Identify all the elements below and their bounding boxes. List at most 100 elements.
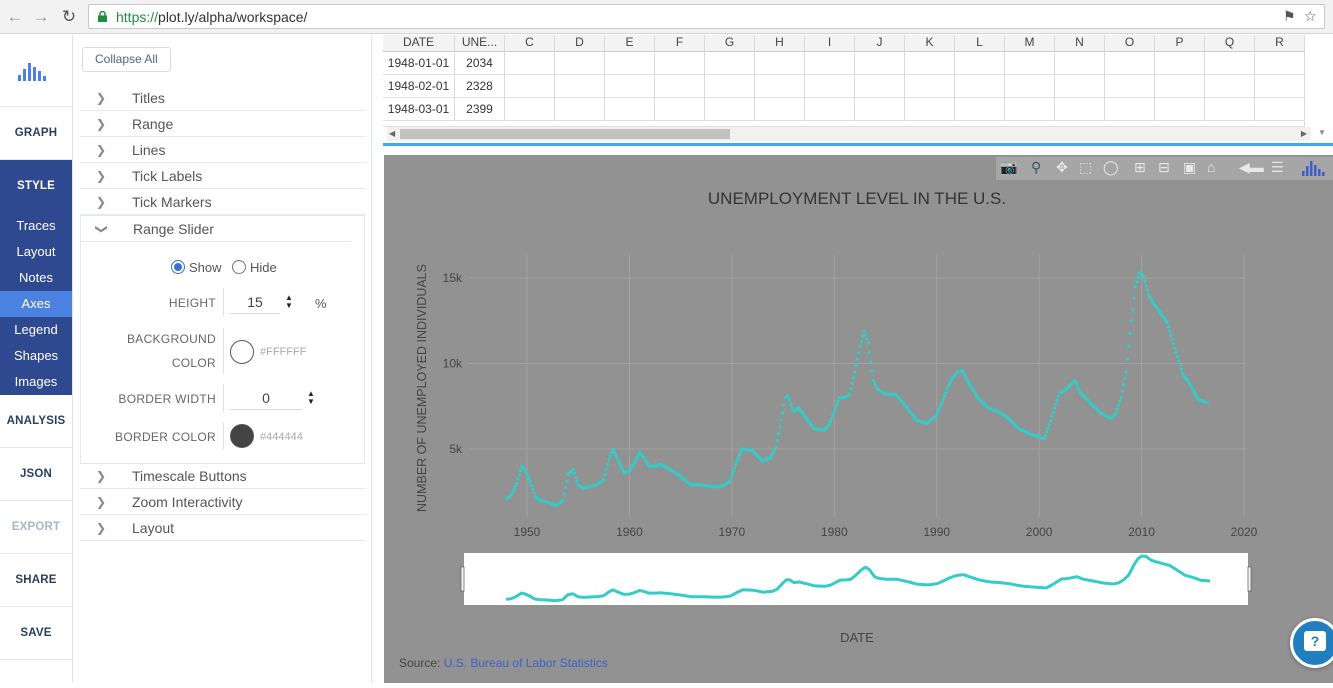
zoom-in-icon[interactable]: ⊞ — [1134, 159, 1146, 175]
spike-lines-icon[interactable]: ◀▬ — [1239, 159, 1264, 175]
grid-cell[interactable] — [555, 98, 605, 121]
grid-cell[interactable] — [755, 98, 805, 121]
column-header[interactable]: L — [955, 35, 1005, 52]
range-slider-header[interactable]: ❯ Range Slider — [81, 216, 351, 242]
forward-icon[interactable]: → — [32, 7, 50, 26]
address-bar[interactable]: https://plot.ly/alpha/workspace/ ⚑ ☆ — [88, 4, 1325, 29]
grid-cell[interactable] — [705, 98, 755, 121]
grid-cell[interactable] — [905, 98, 955, 121]
column-header[interactable]: F — [655, 35, 705, 52]
grid-cell[interactable] — [1255, 98, 1305, 121]
column-header[interactable]: J — [855, 35, 905, 52]
rail-item-notes[interactable]: Notes — [19, 270, 53, 285]
box-select-icon[interactable]: ⬚ — [1079, 159, 1093, 175]
grid-scroll-down-icon[interactable]: ▼ — [1318, 128, 1326, 137]
column-header[interactable]: O — [1105, 35, 1155, 52]
collapse-all-button[interactable]: Collapse All — [82, 47, 171, 72]
grid-cell[interactable] — [955, 98, 1005, 121]
grid-cell[interactable] — [605, 52, 655, 75]
grid-cell[interactable]: 1948-02-01 — [383, 75, 455, 98]
grid-cell[interactable] — [1155, 75, 1205, 98]
column-header[interactable]: I — [805, 35, 855, 52]
grid-cell[interactable] — [1205, 52, 1255, 75]
compare-hover-icon[interactable]: ☰ — [1271, 159, 1284, 175]
grid-cell[interactable] — [1255, 52, 1305, 75]
hide-radio[interactable] — [232, 260, 246, 274]
grid-cell[interactable] — [905, 52, 955, 75]
grid-cell[interactable] — [1205, 98, 1255, 121]
grid-chart-divider[interactable] — [383, 143, 1333, 146]
grid-cell[interactable] — [605, 98, 655, 121]
grid-cell[interactable] — [1155, 98, 1205, 121]
rail-item-layout[interactable]: Layout — [16, 244, 56, 259]
key-icon[interactable]: ⚑ — [1283, 8, 1296, 24]
grid-cell[interactable] — [1255, 75, 1305, 98]
grid-cell[interactable] — [705, 52, 755, 75]
section-tick-markers[interactable]: ❯ Tick Markers — [80, 189, 365, 215]
grid-cell[interactable] — [905, 75, 955, 98]
grid-cell[interactable] — [705, 75, 755, 98]
grid-cell[interactable] — [1055, 52, 1105, 75]
grid-cell[interactable] — [955, 75, 1005, 98]
home-icon[interactable]: ⌂ — [1207, 159, 1216, 175]
section-titles[interactable]: ❯ Titles — [80, 85, 365, 111]
column-header[interactable]: D — [555, 35, 605, 52]
grid-cell[interactable] — [1205, 75, 1255, 98]
grid-cell[interactable]: 1948-01-01 — [383, 52, 455, 75]
grid-cell[interactable] — [555, 75, 605, 98]
show-radio[interactable] — [171, 260, 185, 274]
autoscale-icon[interactable]: ▣ — [1183, 159, 1197, 175]
grid-cell[interactable] — [505, 52, 555, 75]
grid-cell[interactable] — [505, 98, 555, 121]
column-header[interactable]: K — [905, 35, 955, 52]
rail-item-shapes[interactable]: Shapes — [13, 348, 59, 363]
column-header[interactable]: E — [605, 35, 655, 52]
grid-cell[interactable] — [1105, 98, 1155, 121]
grid-cell[interactable] — [605, 75, 655, 98]
grid-cell[interactable] — [1155, 52, 1205, 75]
rail-item-traces[interactable]: Traces — [16, 218, 56, 233]
grid-horizontal-scrollbar[interactable]: ◀ ▶ — [387, 127, 1311, 141]
column-header[interactable]: R — [1255, 35, 1305, 52]
grid-cell[interactable] — [655, 75, 705, 98]
star-icon[interactable]: ☆ — [1304, 8, 1317, 24]
rail-export-button[interactable]: EXPORT — [0, 501, 72, 554]
column-header[interactable]: P — [1155, 35, 1205, 52]
lasso-icon[interactable]: ◯ — [1103, 159, 1119, 175]
plotly-modebar-logo-icon[interactable] — [1302, 161, 1326, 176]
grid-cell[interactable] — [855, 75, 905, 98]
grid-cell[interactable]: 2399 — [455, 98, 505, 121]
background-color-swatch[interactable] — [230, 340, 254, 364]
rail-item-axes[interactable]: Axes — [0, 291, 72, 317]
grid-cell[interactable] — [1005, 52, 1055, 75]
grid-cell[interactable] — [1105, 52, 1155, 75]
column-header[interactable]: G — [705, 35, 755, 52]
column-header[interactable]: Q — [1205, 35, 1255, 52]
grid-cell[interactable] — [855, 52, 905, 75]
back-icon[interactable]: ← — [6, 7, 24, 26]
height-input[interactable]: 15 — [230, 292, 280, 314]
column-header[interactable]: H — [755, 35, 805, 52]
grid-cell[interactable] — [555, 52, 605, 75]
grid-cell[interactable] — [755, 52, 805, 75]
grid-cell[interactable] — [1005, 75, 1055, 98]
border-width-input[interactable]: 0 — [230, 388, 302, 410]
grid-cell[interactable]: 2328 — [455, 75, 505, 98]
grid-cell[interactable] — [755, 75, 805, 98]
grid-cell[interactable] — [805, 75, 855, 98]
pan-icon[interactable]: ✥ — [1056, 159, 1068, 175]
section-lines[interactable]: ❯ Lines — [80, 137, 365, 163]
help-chat-button[interactable]: ? — [1290, 618, 1333, 668]
grid-cell[interactable] — [1105, 75, 1155, 98]
column-header[interactable]: DATE — [383, 35, 455, 52]
rail-item-images[interactable]: Images — [14, 374, 58, 389]
reload-icon[interactable]: ↻ — [61, 7, 77, 26]
column-header[interactable]: C — [505, 35, 555, 52]
plotly-logo[interactable] — [0, 35, 72, 107]
rail-graph-button[interactable]: GRAPH — [0, 107, 72, 160]
grid-cell[interactable] — [805, 98, 855, 121]
section-range[interactable]: ❯ Range — [80, 111, 365, 137]
column-header[interactable]: N — [1055, 35, 1105, 52]
zoom-icon[interactable]: ⚲ — [1031, 159, 1042, 175]
rail-style-button[interactable]: STYLE — [0, 160, 72, 213]
